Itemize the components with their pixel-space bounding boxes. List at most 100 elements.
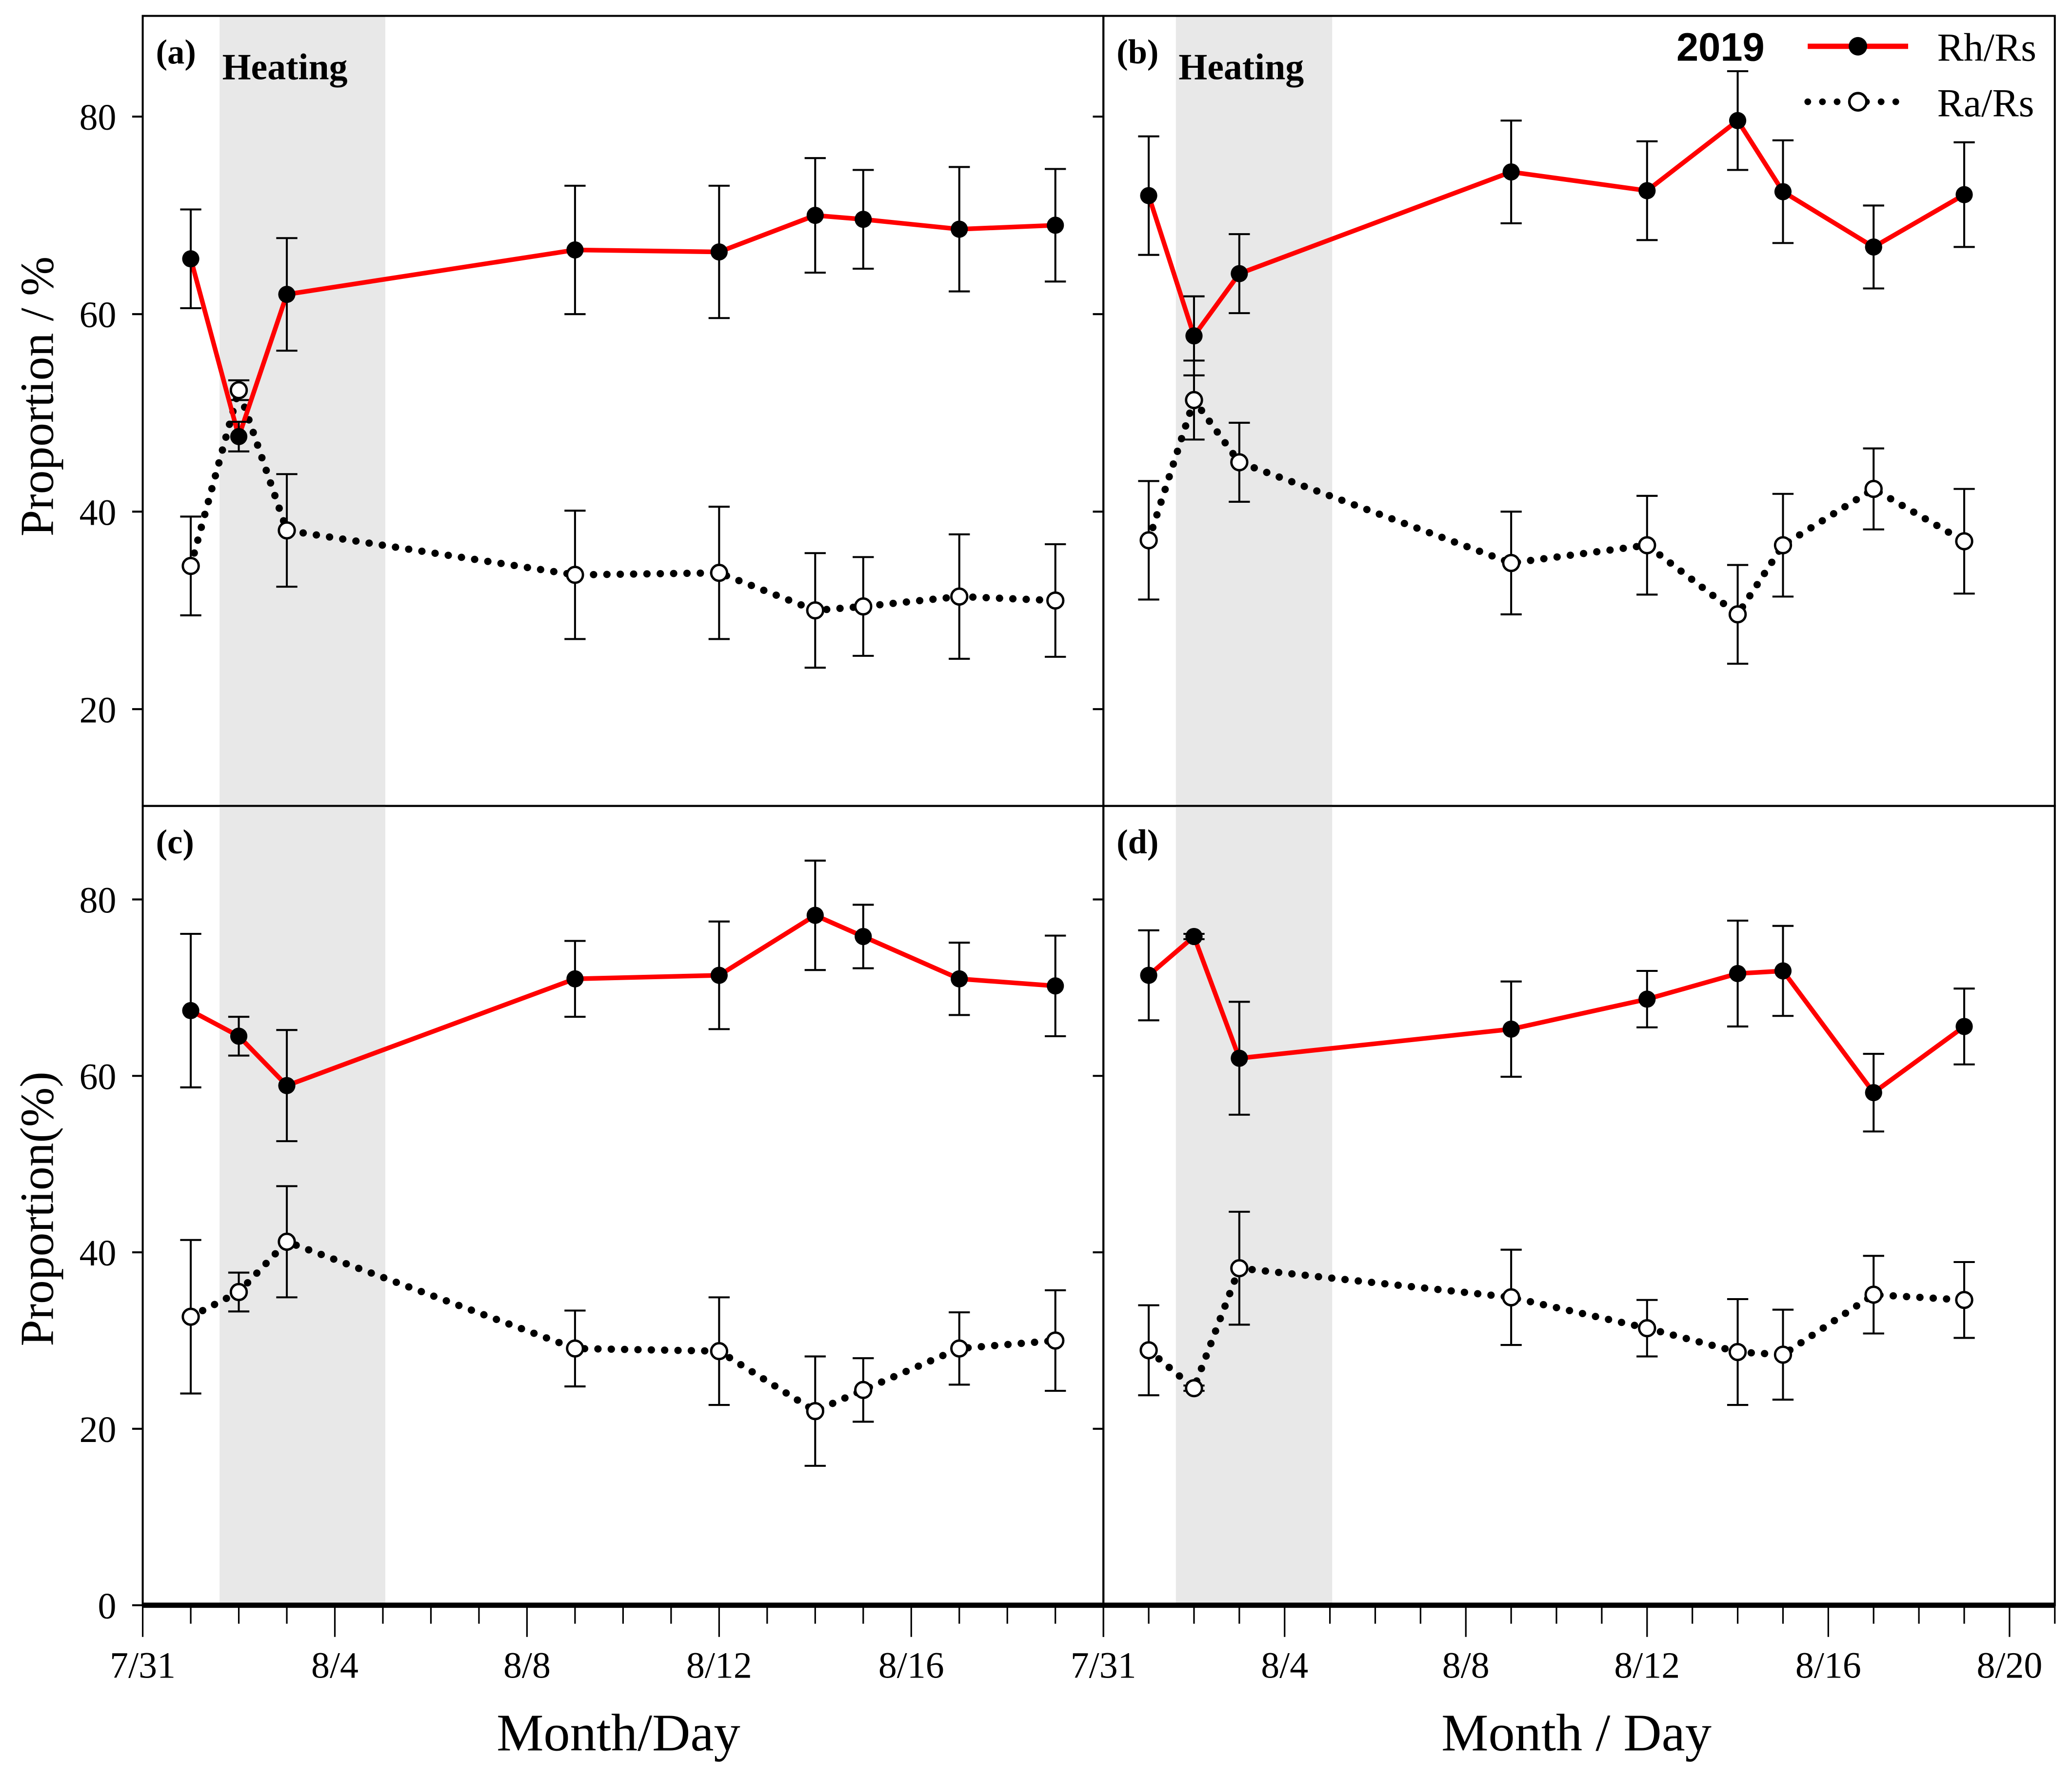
legend-ra-label: Ra/Rs [1937, 81, 2034, 125]
data-point [278, 1077, 296, 1094]
x-tick-label: 7/31 [110, 1645, 176, 1686]
legend-ra-marker [1848, 92, 1868, 112]
data-point [278, 521, 296, 540]
data-point [1046, 591, 1065, 610]
series-ra-rs [180, 1185, 1066, 1467]
data-point [1502, 1020, 1520, 1038]
data-point [1231, 265, 1248, 282]
data-point [1955, 532, 1973, 551]
data-point [1502, 163, 1520, 181]
heating-label: Heating [1178, 47, 1304, 88]
x-tick-label: 8/8 [1442, 1645, 1490, 1686]
heating-period-band [219, 806, 385, 1605]
data-point [806, 1402, 824, 1421]
data-point [278, 1232, 296, 1251]
data-point [566, 1339, 584, 1358]
series-rh-rs [180, 859, 1066, 1143]
x-tick-label: 8/12 [1614, 1645, 1680, 1686]
x-tick-label: 8/4 [311, 1645, 359, 1686]
legend-year: 2019 [1676, 25, 1765, 70]
data-point [710, 564, 729, 582]
legend: 2019 Rh/Rs Ra/Rs [1676, 25, 2036, 125]
data-point [230, 428, 248, 445]
data-point [1865, 1084, 1882, 1102]
x-axis-label-left: Month/Day [497, 1704, 740, 1762]
data-point [1230, 1259, 1249, 1278]
data-point [1728, 605, 1747, 624]
data-point [1140, 187, 1157, 204]
legend-rh-label: Rh/Rs [1937, 26, 2036, 70]
x-tick-label: 8/16 [878, 1645, 944, 1686]
data-point [1955, 1291, 1973, 1309]
legend-rh-marker [1849, 37, 1868, 56]
data-point [229, 381, 248, 399]
x-tick-label: 8/12 [686, 1645, 752, 1686]
data-point [1231, 1049, 1248, 1067]
data-point [854, 597, 873, 616]
heating-period-band [1175, 806, 1333, 1605]
data-point [855, 211, 872, 228]
heating-period-band [219, 16, 385, 806]
y-tick-label: 0 [98, 1586, 116, 1627]
data-point [182, 1002, 199, 1019]
series-rh-rs [1138, 919, 1975, 1133]
data-point [1638, 1319, 1656, 1338]
series-rh-rs [1138, 70, 1975, 376]
panel-label: (c) [156, 823, 194, 861]
data-point [1502, 1288, 1520, 1307]
y-tick-label: 20 [80, 690, 117, 731]
series-rh-rs [180, 157, 1066, 453]
data-point [806, 907, 824, 924]
data-point [951, 970, 968, 987]
data-point [566, 970, 584, 987]
y-tick-label: 40 [80, 492, 117, 533]
data-point [710, 1342, 729, 1361]
x-axis-label-right: Month / Day [1441, 1704, 1712, 1762]
data-point [1729, 965, 1747, 983]
panel-label: (d) [1116, 823, 1158, 861]
data-point [1230, 453, 1249, 472]
y-tick-label: 60 [80, 295, 117, 336]
data-point [806, 601, 824, 620]
data-point [1774, 183, 1792, 200]
data-point [1185, 1379, 1203, 1398]
data-point [1140, 967, 1157, 984]
data-point [950, 587, 969, 606]
data-point [1955, 186, 1973, 203]
data-point [1638, 536, 1656, 554]
y-tick-label: 20 [80, 1409, 117, 1450]
data-point [1046, 1331, 1065, 1350]
data-point [710, 243, 728, 261]
panel-label: (a) [156, 33, 196, 71]
data-point [1729, 112, 1747, 129]
data-point [950, 1339, 969, 1358]
data-point [566, 241, 584, 259]
y-tick-label: 80 [80, 97, 117, 138]
data-point [855, 928, 872, 946]
series-ra-rs [180, 377, 1066, 669]
data-point [1638, 182, 1656, 199]
heating-label: Heating [222, 47, 348, 88]
data-point [1638, 990, 1656, 1008]
series-ra-rs [1138, 1210, 1975, 1406]
x-tick-label: 8/20 [1976, 1645, 2042, 1686]
data-point [1139, 531, 1158, 550]
data-point [181, 1307, 200, 1326]
data-point [278, 286, 296, 303]
data-point [1865, 238, 1882, 256]
x-tick-label: 8/8 [503, 1645, 551, 1686]
data-point [1139, 1341, 1158, 1360]
data-point [230, 1027, 248, 1045]
data-point [1047, 217, 1064, 234]
data-point [566, 566, 584, 584]
y-axis-label-bottom: Proportion(%) [11, 1071, 63, 1346]
x-tick-label: 8/4 [1261, 1645, 1308, 1686]
x-tick-label: 7/31 [1071, 1645, 1136, 1686]
data-point [710, 967, 728, 984]
data-point [1864, 1285, 1883, 1304]
panel-b: (b) Heating [1093, 15, 2056, 807]
data-point [1864, 479, 1883, 498]
data-point [181, 556, 200, 575]
data-point [1047, 977, 1064, 995]
